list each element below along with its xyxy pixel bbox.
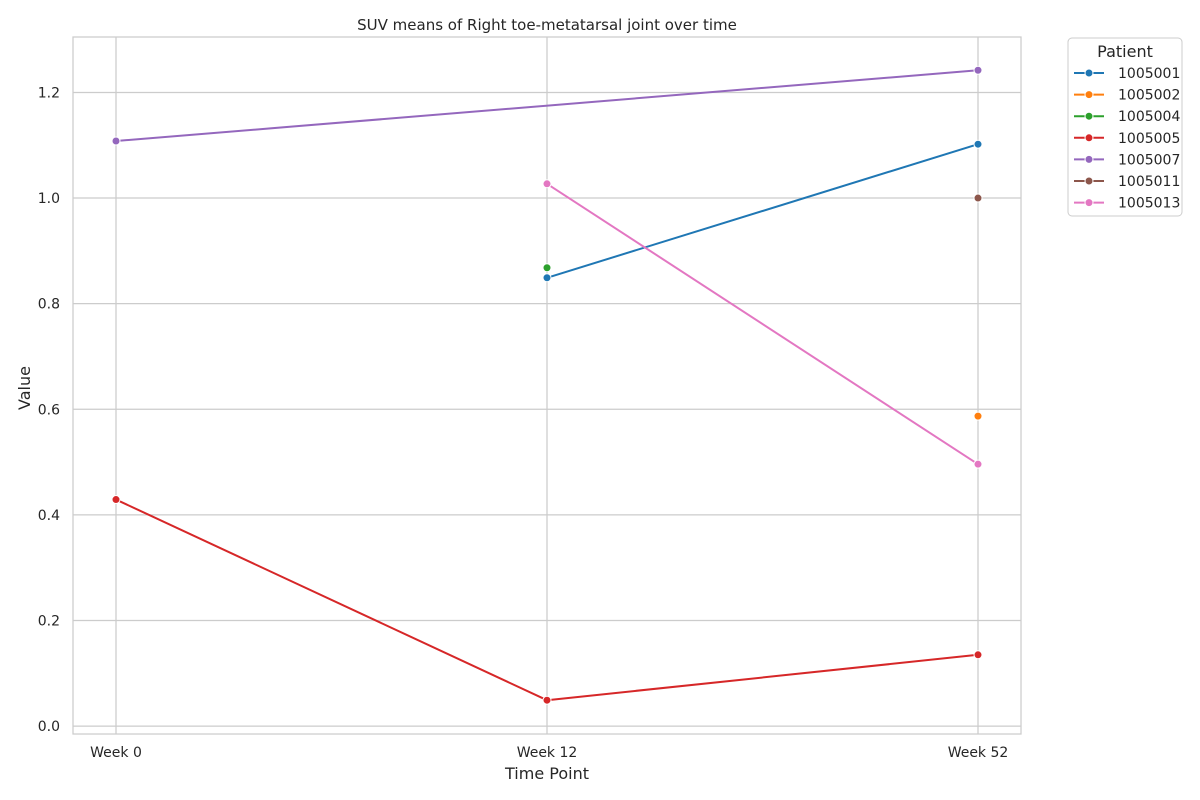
legend-label-1005004: 1005004 [1118, 109, 1180, 125]
legend-label-1005001: 1005001 [1118, 66, 1180, 82]
data-point-1005005 [973, 650, 983, 660]
legend-label-1005002: 1005002 [1118, 88, 1180, 104]
legend-items: 1005001 1005002 1005004 1005005 1005007 10050… [1074, 66, 1180, 212]
legend: Patient 10050011005002100500410050051005… [1067, 37, 1183, 217]
legend-label-1005011: 1005011 [1118, 174, 1180, 190]
legend-marker-1005013 [1084, 198, 1094, 208]
legend-marker-1005005 [1084, 133, 1094, 143]
y-tick-label: 1.0 [38, 191, 60, 207]
data-point-1005013 [973, 459, 983, 469]
tick-layer: 0.0 0.2 0.4 0.6 0.8 1.0 1.2 Week 0 Week 12 Week 5… [38, 85, 1009, 761]
data-point-1005011 [973, 193, 983, 203]
grid-layer [73, 37, 1021, 734]
legend-frame [1067, 37, 1183, 217]
legend-marker-1005004 [1084, 111, 1094, 121]
data-point-1005007 [111, 136, 121, 146]
legend-marker-1005002 [1084, 90, 1094, 100]
legend-marker-1005001 [1084, 68, 1094, 78]
y-tick-label: 0.8 [38, 297, 60, 313]
legend-label-1005013: 1005013 [1118, 196, 1180, 212]
y-axis-label: Value [15, 366, 34, 410]
legend-marker-1005011 [1084, 176, 1094, 186]
data-point-1005005 [111, 495, 121, 505]
chart-title: SUV means of Right toe-metatarsal joint … [357, 16, 737, 34]
legend-label-1005005: 1005005 [1118, 131, 1180, 147]
data-point-1005001 [542, 273, 552, 283]
data-point-1005007 [973, 65, 983, 75]
data-point-1005005 [542, 695, 552, 705]
data-point-1005004 [542, 263, 552, 273]
legend-marker-1005007 [1084, 154, 1094, 164]
x-tick-label: Week 52 [948, 745, 1009, 761]
x-tick-label: Week 0 [90, 745, 142, 761]
legend-label-1005007: 1005007 [1118, 152, 1180, 168]
y-tick-label: 1.2 [38, 85, 60, 101]
series-line-1005013 [546, 182, 979, 466]
y-tick-label: 0.2 [38, 613, 60, 629]
legend-title: Patient [1097, 42, 1153, 61]
x-tick-label: Week 12 [517, 745, 578, 761]
y-tick-label: 0.0 [38, 719, 60, 735]
y-tick-label: 0.4 [38, 508, 60, 524]
data-point-1005001 [973, 139, 983, 149]
plot-frame [72, 36, 1022, 735]
series-line-1005001 [546, 143, 979, 279]
y-tick-label: 0.6 [38, 402, 60, 418]
series-layer [111, 65, 983, 705]
series-line-1005007 [115, 69, 979, 143]
data-point-1005002 [973, 411, 983, 421]
x-axis-label: Time Point [504, 764, 589, 783]
data-point-1005013 [542, 179, 552, 189]
